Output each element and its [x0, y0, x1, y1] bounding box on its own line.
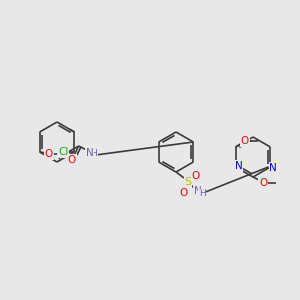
- Text: H: H: [199, 190, 206, 199]
- Text: S: S: [184, 177, 192, 187]
- Text: O: O: [45, 149, 53, 159]
- Text: O: O: [241, 136, 249, 146]
- Text: O: O: [259, 178, 267, 188]
- Text: N: N: [269, 163, 277, 173]
- Text: O: O: [192, 171, 200, 181]
- Text: O: O: [180, 188, 188, 198]
- Text: N: N: [194, 186, 202, 196]
- Text: Cl: Cl: [58, 147, 68, 157]
- Text: H: H: [90, 149, 97, 158]
- Text: N: N: [86, 148, 94, 158]
- Text: O: O: [68, 155, 76, 165]
- Text: N: N: [235, 161, 243, 171]
